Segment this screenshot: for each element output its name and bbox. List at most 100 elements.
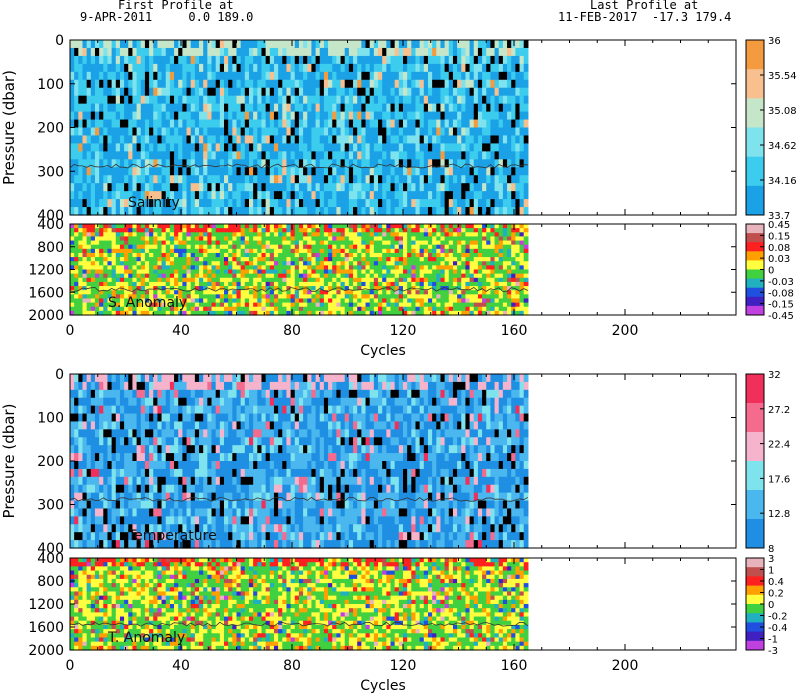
data-cell bbox=[353, 240, 358, 246]
data-cell bbox=[319, 111, 325, 121]
data-cell bbox=[498, 298, 504, 304]
data-cell bbox=[286, 143, 292, 152]
data-cell bbox=[373, 55, 379, 65]
data-cell bbox=[253, 63, 258, 73]
data-cell bbox=[269, 207, 275, 216]
data-cell bbox=[253, 127, 258, 137]
data-cell bbox=[111, 302, 117, 308]
data-cell bbox=[319, 224, 325, 229]
data-cell bbox=[199, 47, 204, 57]
data-cell bbox=[111, 87, 117, 97]
data-cell bbox=[215, 71, 221, 81]
data-cell bbox=[286, 290, 292, 295]
data-cell bbox=[290, 261, 296, 266]
data-cell bbox=[136, 265, 142, 271]
data-cell bbox=[278, 55, 283, 65]
data-cell bbox=[253, 252, 258, 258]
data-cell bbox=[236, 87, 242, 97]
data-cell bbox=[248, 63, 254, 73]
data-cell bbox=[290, 191, 296, 200]
data-cell bbox=[99, 240, 104, 246]
data-cell bbox=[482, 127, 487, 137]
data-cell bbox=[286, 252, 292, 258]
data-cell bbox=[186, 224, 192, 229]
data-cell bbox=[132, 277, 138, 283]
data-cell bbox=[415, 55, 421, 65]
data-cell bbox=[86, 159, 92, 168]
data-cell bbox=[294, 175, 300, 184]
data-cell bbox=[86, 236, 92, 242]
data-cell bbox=[219, 224, 225, 229]
data-cell bbox=[107, 277, 113, 283]
data-cell bbox=[290, 95, 296, 105]
data-cell bbox=[336, 207, 342, 216]
data-cell bbox=[432, 294, 437, 300]
data-cell bbox=[423, 207, 429, 216]
data-cell bbox=[307, 294, 313, 300]
y-tick-label: 1200 bbox=[28, 263, 64, 279]
data-cell bbox=[140, 310, 146, 316]
data-cell bbox=[373, 281, 379, 287]
data-cell bbox=[99, 119, 104, 129]
data-cell bbox=[382, 79, 387, 89]
data-cell bbox=[186, 63, 192, 73]
data-cell bbox=[307, 143, 313, 152]
data-cell bbox=[507, 87, 512, 97]
data-cell bbox=[224, 240, 229, 246]
data-cell bbox=[257, 294, 263, 300]
data-cell bbox=[344, 135, 350, 144]
data-cell bbox=[136, 87, 142, 97]
data-cell bbox=[74, 135, 79, 144]
data-cell bbox=[382, 119, 387, 129]
data-cell bbox=[378, 79, 383, 89]
data-cell bbox=[482, 240, 487, 246]
data-cell bbox=[373, 71, 379, 81]
data-cell bbox=[240, 183, 246, 192]
data-cell bbox=[340, 302, 346, 308]
data-cell bbox=[419, 281, 425, 287]
data-cell bbox=[340, 273, 346, 279]
data-cell bbox=[307, 71, 313, 81]
data-cell bbox=[165, 40, 171, 49]
data-cell bbox=[278, 183, 283, 192]
data-cell bbox=[486, 302, 492, 308]
data-cell bbox=[494, 252, 500, 258]
data-cell bbox=[486, 281, 492, 287]
data-cell bbox=[498, 248, 504, 254]
data-cell bbox=[294, 87, 300, 97]
data-cell bbox=[507, 302, 512, 308]
data-cell bbox=[153, 95, 159, 105]
data-cell bbox=[519, 273, 525, 279]
data-cell bbox=[477, 47, 483, 57]
data-cell bbox=[207, 199, 213, 208]
data-cell bbox=[369, 183, 375, 192]
data-cell bbox=[486, 286, 492, 291]
data-cell bbox=[94, 175, 100, 184]
data-cell bbox=[228, 240, 233, 246]
data-cell bbox=[427, 298, 433, 304]
data-cell bbox=[448, 111, 454, 121]
data-cell bbox=[273, 281, 279, 287]
data-cell bbox=[365, 47, 371, 57]
data-cell bbox=[448, 143, 454, 152]
data-cell bbox=[211, 236, 217, 242]
data-cell bbox=[423, 87, 429, 97]
data-cell bbox=[82, 63, 88, 73]
data-cell bbox=[486, 252, 492, 258]
data-cell bbox=[140, 290, 146, 295]
data-cell bbox=[415, 290, 421, 295]
data-cell bbox=[465, 47, 471, 57]
data-cell bbox=[490, 257, 496, 262]
data-cell bbox=[382, 207, 387, 216]
data-cell bbox=[361, 119, 367, 129]
data-cell bbox=[194, 294, 200, 300]
data-cell bbox=[78, 55, 84, 65]
data-cell bbox=[132, 135, 138, 144]
data-cell bbox=[469, 199, 475, 208]
data-cell bbox=[286, 240, 292, 246]
data-cell bbox=[261, 40, 267, 49]
data-cell bbox=[224, 135, 229, 144]
data-cell bbox=[432, 71, 437, 81]
data-cell bbox=[394, 310, 400, 316]
data-cell bbox=[469, 232, 475, 238]
